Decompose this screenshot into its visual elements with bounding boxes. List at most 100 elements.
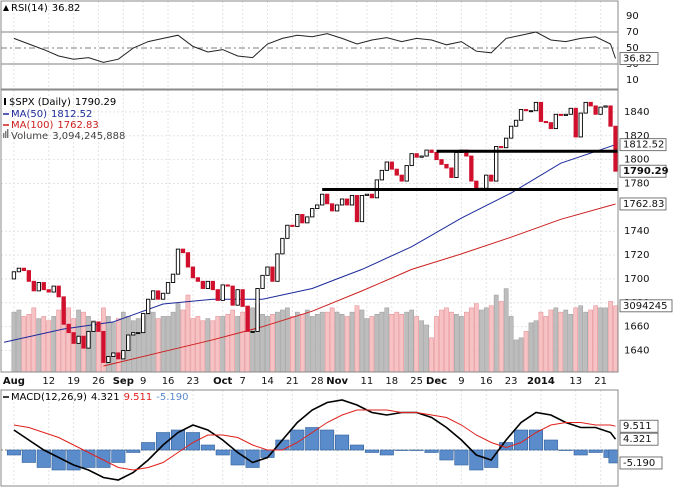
x-tick-label: 23 [187, 376, 200, 387]
candle-body [593, 105, 598, 115]
candle-body [91, 321, 96, 332]
histogram-bar [335, 434, 350, 451]
value-box [619, 138, 667, 152]
candle-body [31, 280, 36, 292]
histogram-bar [424, 449, 439, 453]
volume-bar [523, 331, 529, 372]
price-frame [0, 89, 619, 373]
volume-bar [429, 337, 434, 372]
y-tick-label: 1720 [624, 250, 649, 261]
value-box [619, 456, 663, 470]
volume-bar [359, 309, 365, 372]
volume-bar [603, 307, 608, 372]
legend-value: 9.511 [124, 392, 153, 403]
histogram-bar [469, 449, 484, 471]
volume-bar [160, 316, 166, 372]
candle-body [56, 285, 61, 298]
candle-body [558, 113, 563, 116]
moving-average-line [103, 203, 616, 367]
volume-bar [240, 311, 245, 372]
candle-body [245, 305, 250, 332]
volume-bar [349, 311, 355, 372]
volume-bar [464, 311, 469, 372]
volume-bar [225, 314, 231, 372]
candle-body [484, 174, 489, 189]
candle-body [325, 193, 330, 205]
volume-bar [170, 311, 176, 372]
candle-body [305, 216, 310, 224]
y-tick-label: 1700 [624, 274, 649, 285]
candle-body [404, 165, 409, 182]
volume-bar [593, 305, 598, 372]
candle-body [389, 161, 394, 170]
candle-body [499, 146, 504, 149]
candle-body [81, 335, 86, 349]
y-tick-label: 1640 [624, 346, 649, 357]
candle-body [344, 198, 350, 206]
volume-bar [210, 320, 216, 372]
y-tick-label: 1780 [624, 178, 649, 189]
value-label: 36.82 [623, 54, 652, 65]
volume-bar [314, 314, 320, 372]
volume-bar [533, 320, 539, 372]
candle-body [573, 107, 578, 138]
candle-body [523, 109, 529, 112]
histogram-bar [111, 449, 126, 463]
volume-bar [120, 311, 126, 372]
candle-body [146, 298, 151, 314]
candle-body [424, 149, 429, 157]
candle-body [26, 270, 31, 282]
candle-body [265, 266, 270, 276]
volume-bar [493, 294, 499, 372]
histogram-bar [305, 427, 320, 451]
candle-body [126, 334, 131, 351]
y-tick-label: 50 [626, 43, 639, 54]
x-tick-label: 28 [311, 376, 324, 387]
volume-bar [116, 318, 121, 372]
y-tick-label: 1800 [624, 155, 649, 166]
volume-bar [414, 316, 419, 372]
volume-bar [444, 307, 449, 372]
volume-bar [46, 320, 52, 372]
volume-bar [155, 318, 161, 372]
volume-bar [250, 307, 255, 372]
volume-bar [230, 309, 236, 372]
volume-bar [309, 316, 315, 372]
volume-bar [285, 307, 290, 372]
volume-bar [280, 309, 285, 372]
volume-bar [394, 311, 400, 372]
volume-bar [299, 314, 305, 372]
candle-body [205, 280, 210, 289]
x-tick-label: Aug [3, 376, 25, 387]
candle-body [200, 280, 206, 289]
volume-bar [369, 316, 375, 372]
rsi-line [13, 31, 616, 63]
candle-body [215, 289, 220, 301]
volume-bar [205, 318, 211, 372]
candle-body [310, 208, 315, 218]
volume-bar [145, 314, 151, 372]
candle-body [230, 285, 235, 306]
volume-bar [518, 337, 524, 372]
x-tick-label: 25 [410, 376, 423, 387]
candle-body [86, 330, 91, 349]
volume-bar [150, 311, 156, 372]
candle-body [578, 112, 583, 138]
value-box [619, 164, 667, 178]
candle-body [300, 214, 305, 224]
volume-bar [613, 305, 618, 372]
value-box [619, 52, 659, 65]
volume-bar [215, 316, 221, 372]
candle-body [454, 152, 459, 178]
volume-bar [543, 316, 549, 372]
x-tick-label: Oct [213, 376, 232, 387]
candle-body [290, 224, 295, 227]
legend-label: MA(50) [11, 109, 47, 120]
moving-average-line [3, 144, 616, 343]
y-tick-label: 1660 [624, 322, 649, 333]
volume-bar [483, 307, 489, 372]
legend-value: 1790.29 [75, 97, 116, 108]
legend-title: $SPX (Daily) [9, 97, 71, 108]
candle-body [518, 109, 524, 121]
histogram-bar [96, 449, 111, 468]
